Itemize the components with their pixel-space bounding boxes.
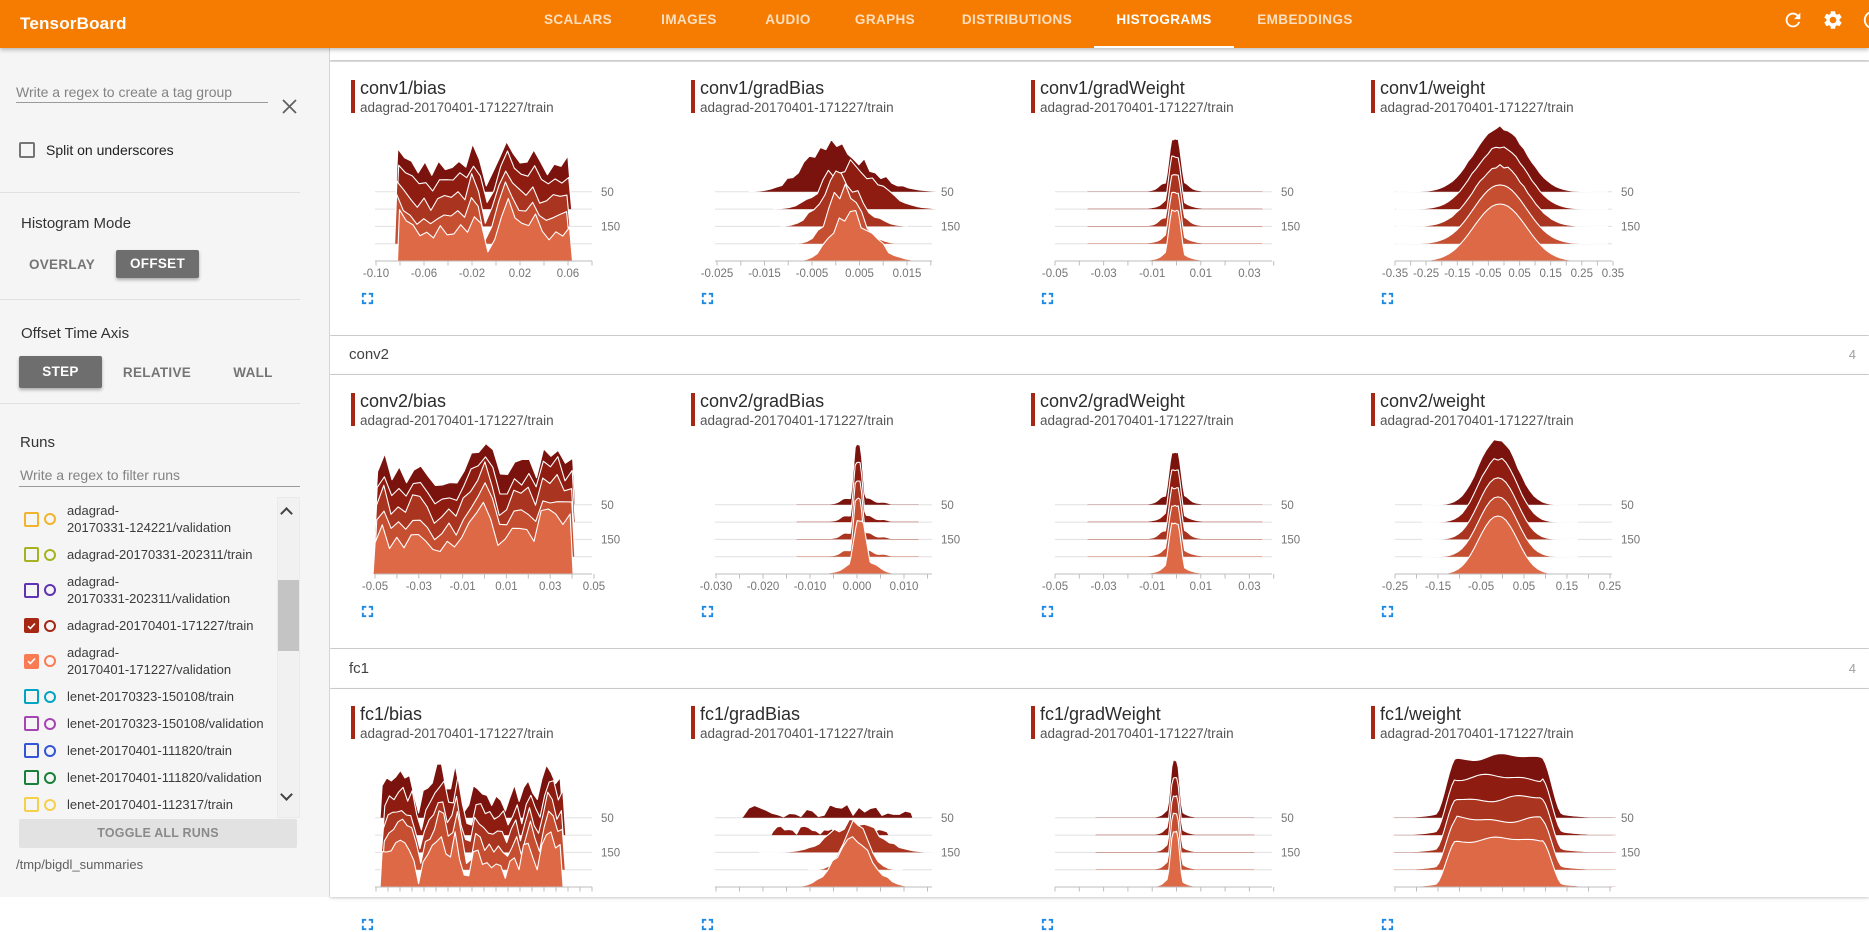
svg-text:-0.03: -0.03: [406, 581, 432, 593]
svg-text:-0.10: -0.10: [363, 268, 389, 280]
svg-text:50: 50: [1281, 187, 1294, 199]
svg-text:-0.15: -0.15: [1425, 581, 1451, 593]
svg-text:0.05: 0.05: [1513, 581, 1535, 593]
svg-text:0.15: 0.15: [1556, 581, 1578, 593]
svg-text:50: 50: [601, 813, 614, 825]
svg-text:-0.05: -0.05: [1042, 268, 1068, 280]
svg-text:-0.02: -0.02: [459, 268, 485, 280]
svg-text:0.03: 0.03: [539, 581, 561, 593]
svg-text:-0.01: -0.01: [449, 581, 475, 593]
svg-text:0.25: 0.25: [1599, 581, 1621, 593]
svg-text:150: 150: [941, 534, 960, 546]
svg-text:0.05: 0.05: [583, 581, 605, 593]
svg-text:150: 150: [601, 534, 620, 546]
svg-text:-0.010: -0.010: [794, 581, 827, 593]
svg-text:150: 150: [941, 221, 960, 233]
svg-text:-0.25: -0.25: [1413, 268, 1439, 280]
svg-text:150: 150: [1281, 534, 1300, 546]
svg-text:150: 150: [601, 847, 620, 859]
svg-text:-0.025: -0.025: [701, 268, 734, 280]
svg-text:50: 50: [1281, 813, 1294, 825]
svg-text:0.03: 0.03: [1238, 268, 1260, 280]
svg-text:0.35: 0.35: [1602, 268, 1624, 280]
svg-text:0.010: 0.010: [890, 581, 919, 593]
svg-text:50: 50: [601, 500, 614, 512]
svg-text:150: 150: [1281, 221, 1300, 233]
svg-text:50: 50: [601, 187, 614, 199]
svg-text:-0.01: -0.01: [1139, 581, 1165, 593]
svg-text:0.01: 0.01: [495, 581, 517, 593]
svg-text:0.03: 0.03: [1238, 581, 1260, 593]
svg-text:0.25: 0.25: [1571, 268, 1593, 280]
svg-text:-0.05: -0.05: [1042, 581, 1068, 593]
svg-text:0.06: 0.06: [557, 268, 579, 280]
svg-text:150: 150: [601, 221, 620, 233]
svg-text:0.15: 0.15: [1540, 268, 1562, 280]
svg-text:50: 50: [1621, 813, 1634, 825]
svg-text:-0.05: -0.05: [1475, 268, 1501, 280]
svg-text:-0.15: -0.15: [1444, 268, 1470, 280]
svg-text:-0.05: -0.05: [362, 581, 388, 593]
svg-text:150: 150: [1621, 221, 1640, 233]
svg-text:0.02: 0.02: [509, 268, 531, 280]
svg-text:50: 50: [941, 500, 954, 512]
svg-text:50: 50: [1281, 500, 1294, 512]
svg-text:-0.05: -0.05: [1468, 581, 1494, 593]
svg-text:0.01: 0.01: [1190, 268, 1212, 280]
svg-text:-0.03: -0.03: [1090, 581, 1116, 593]
svg-text:50: 50: [941, 187, 954, 199]
svg-text:0.015: 0.015: [893, 268, 922, 280]
svg-text:0.005: 0.005: [845, 268, 874, 280]
svg-text:0.000: 0.000: [843, 581, 872, 593]
svg-text:0.05: 0.05: [1508, 268, 1530, 280]
svg-text:-0.020: -0.020: [747, 581, 780, 593]
svg-text:-0.030: -0.030: [700, 581, 733, 593]
svg-text:-0.03: -0.03: [1090, 268, 1116, 280]
svg-text:50: 50: [1621, 500, 1634, 512]
svg-text:50: 50: [941, 813, 954, 825]
svg-text:150: 150: [1621, 534, 1640, 546]
svg-text:-0.25: -0.25: [1382, 581, 1408, 593]
svg-text:-0.35: -0.35: [1382, 268, 1408, 280]
svg-text:50: 50: [1621, 187, 1634, 199]
svg-text:-0.015: -0.015: [748, 268, 781, 280]
svg-text:-0.005: -0.005: [796, 268, 829, 280]
svg-text:0.01: 0.01: [1190, 581, 1212, 593]
svg-text:150: 150: [1281, 847, 1300, 859]
svg-text:150: 150: [941, 847, 960, 859]
svg-text:-0.06: -0.06: [411, 268, 437, 280]
svg-text:-0.01: -0.01: [1139, 268, 1165, 280]
svg-text:150: 150: [1621, 847, 1640, 859]
